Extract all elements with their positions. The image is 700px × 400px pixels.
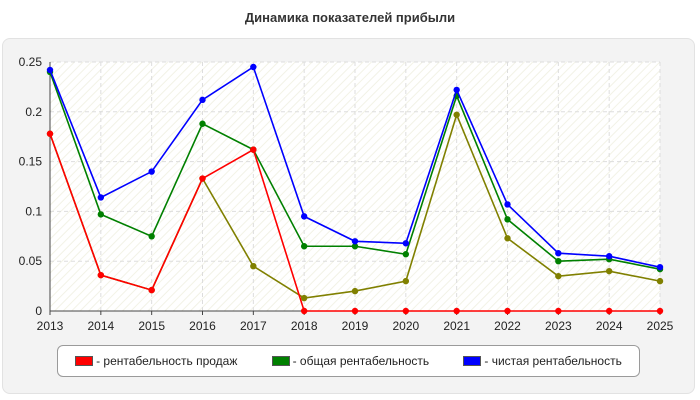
x-tick-label: 2017 xyxy=(240,319,267,333)
legend-swatch xyxy=(75,356,94,366)
y-tick-label: 0.05 xyxy=(19,254,43,268)
plot-area xyxy=(50,62,660,311)
data-point xyxy=(605,253,613,260)
x-tick-label: 2014 xyxy=(87,319,114,333)
y-tick-label: 0 xyxy=(35,304,42,318)
data-point xyxy=(453,111,460,118)
x-tick-label: 2021 xyxy=(443,319,470,333)
y-tick-label: 0.2 xyxy=(25,105,42,119)
data-point xyxy=(199,96,206,104)
data-point xyxy=(656,307,664,315)
data-point xyxy=(250,146,257,153)
data-point xyxy=(97,194,105,201)
data-point xyxy=(555,307,562,315)
data-point xyxy=(351,238,359,245)
chart-title: Динамика показателей прибыли xyxy=(244,10,456,25)
data-point xyxy=(351,243,359,250)
y-tick-label: 0.15 xyxy=(19,155,43,169)
legend-swatch xyxy=(463,356,482,366)
data-point xyxy=(555,272,562,280)
data-point xyxy=(97,211,105,218)
data-point xyxy=(148,286,155,294)
data-point xyxy=(250,262,257,270)
data-point xyxy=(148,168,155,175)
legend-label: - общая рентабельность xyxy=(292,354,430,368)
data-point xyxy=(46,66,54,74)
data-point xyxy=(402,277,410,285)
x-tick-label: 2016 xyxy=(189,319,216,333)
data-point xyxy=(453,86,460,94)
legend-item: - общая рентабельность xyxy=(271,354,430,368)
data-point xyxy=(300,243,308,250)
legend-item: - рентабельность продаж xyxy=(75,354,237,368)
data-point xyxy=(351,287,359,295)
grid xyxy=(50,61,661,311)
data-point xyxy=(250,63,257,71)
x-tick-label: 2019 xyxy=(342,319,369,333)
series xyxy=(46,63,664,315)
data-point xyxy=(148,233,155,240)
data-point xyxy=(504,216,511,223)
x-tick-label: 2022 xyxy=(494,319,521,333)
data-point xyxy=(402,251,410,258)
data-point xyxy=(199,120,206,127)
data-point xyxy=(656,263,664,271)
chart-legend: - рентабельность продаж - общая рентабель… xyxy=(57,345,640,377)
x-tick-label: 2025 xyxy=(647,319,674,333)
data-point xyxy=(504,235,511,242)
legend-swatch xyxy=(271,356,290,366)
data-point xyxy=(46,130,54,137)
data-point xyxy=(555,250,562,257)
data-point xyxy=(605,267,613,275)
y-tick-label: 0.1 xyxy=(25,204,42,218)
legend-label: - рентабельность продаж xyxy=(96,354,238,368)
x-tick-label: 2023 xyxy=(545,319,572,333)
data-point xyxy=(351,307,359,315)
axes: 0 0.05 0.1 0.15 0.2 0.25 2013 2014 2015 2016 2017 2… xyxy=(19,55,674,333)
x-tick-label: 2015 xyxy=(138,319,165,333)
legend-label: - чистая рентабельность xyxy=(484,354,622,368)
x-tick-label: 2018 xyxy=(291,319,318,333)
data-point xyxy=(656,277,664,285)
x-tick-label: 2013 xyxy=(37,319,64,333)
x-tick-label: 2024 xyxy=(596,319,623,333)
data-point xyxy=(300,213,308,220)
data-point xyxy=(300,294,308,302)
y-tick-label: 0.25 xyxy=(19,55,43,69)
data-point xyxy=(199,175,206,182)
data-point xyxy=(504,201,511,208)
data-point xyxy=(402,240,410,247)
data-point xyxy=(97,271,105,279)
data-point xyxy=(605,307,613,315)
data-point xyxy=(504,307,511,315)
data-point xyxy=(555,258,562,265)
data-point xyxy=(402,307,410,315)
legend-item: - чистая рентабельность xyxy=(463,354,622,368)
data-point xyxy=(453,307,460,315)
x-tick-label: 2020 xyxy=(392,319,419,333)
data-point xyxy=(300,307,308,315)
